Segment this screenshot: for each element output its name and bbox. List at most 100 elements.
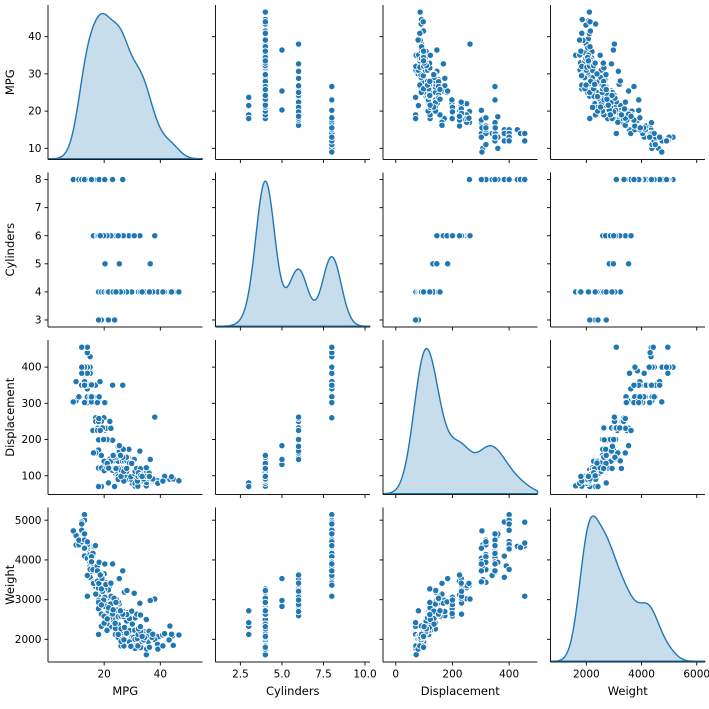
scatter-point <box>656 133 664 141</box>
scatter-point <box>328 124 336 132</box>
scatter-point <box>136 611 145 619</box>
scatter-point <box>505 545 513 553</box>
scatter-point <box>294 596 303 604</box>
scatter-point <box>577 288 585 296</box>
scatter-point <box>596 103 605 111</box>
tick-marks <box>379 179 510 331</box>
svg-text:200: 200 <box>21 434 41 446</box>
svg-text:10: 10 <box>28 143 41 155</box>
tick-marks <box>212 519 366 666</box>
scatter-point <box>466 40 474 48</box>
scatter-point <box>167 288 176 296</box>
scatter-point <box>617 111 626 119</box>
scatter-point <box>115 260 124 268</box>
scatter-point <box>609 46 618 54</box>
scatter-point <box>593 459 601 467</box>
scatter-point <box>107 579 115 587</box>
scatter-point <box>457 587 466 595</box>
scatter-point <box>611 453 619 461</box>
scatter-point <box>602 85 610 94</box>
kde-curve <box>214 180 371 327</box>
panel-cylinders-vs-displacement <box>379 172 538 331</box>
svg-text:7: 7 <box>35 202 42 214</box>
scatter-point <box>114 232 122 240</box>
scatter-point <box>106 417 114 426</box>
svg-text:7.5: 7.5 <box>315 669 332 681</box>
scatter-point <box>245 114 253 123</box>
scatter-point <box>500 552 508 560</box>
scatter-point <box>146 260 154 268</box>
scatter-point <box>477 560 486 568</box>
scatter-point <box>466 595 474 603</box>
kde-curve <box>549 515 706 662</box>
svg-text:2000: 2000 <box>573 669 600 681</box>
x-tick-labels: 0 200 400 <box>392 669 519 681</box>
scatter-point <box>145 472 154 481</box>
scatter-point <box>119 567 127 575</box>
scatter-point <box>426 585 434 593</box>
svg-text:100: 100 <box>21 470 41 482</box>
scatter-point <box>78 363 86 371</box>
scatter-point <box>294 74 303 82</box>
scatter-point <box>662 175 671 184</box>
scatter-point <box>261 18 269 26</box>
scatter-point <box>645 363 653 371</box>
scatter-point <box>586 114 594 123</box>
scatter-point <box>656 381 664 389</box>
scatter-point <box>477 578 486 586</box>
scatter-point <box>650 393 658 401</box>
scatter-point <box>426 288 434 296</box>
tick-marks <box>44 366 161 498</box>
scatter-point <box>328 381 336 389</box>
scatter-point <box>96 232 104 240</box>
scatter-point <box>245 93 253 101</box>
scatter-points <box>69 343 183 491</box>
scatter-point <box>621 414 629 423</box>
svg-text:40: 40 <box>154 669 167 681</box>
scatter-point <box>294 442 303 451</box>
scatter-point <box>609 260 618 268</box>
y-axis-label: Weight <box>3 564 17 605</box>
y-tick-labels: 10 20 30 40 <box>28 31 41 155</box>
scatter-point <box>491 567 499 575</box>
tick-marks <box>547 366 698 498</box>
spines <box>382 172 538 328</box>
scatter-point <box>478 148 486 156</box>
scatter-point <box>175 477 183 485</box>
scatter-point <box>577 72 586 80</box>
scatter-point <box>433 46 441 54</box>
scatter-point <box>105 464 113 472</box>
scatter-point <box>610 413 619 421</box>
scatter-point <box>599 464 608 473</box>
scatter-point <box>436 95 444 103</box>
scatter-point <box>151 232 159 240</box>
panel-cylinders-vs-mpg: 3 4 5 6 7 8 Cylinders <box>3 172 203 331</box>
scatter-point <box>430 620 438 628</box>
scatter-point <box>294 607 303 616</box>
scatter-point <box>647 381 656 389</box>
scatter-point <box>294 40 303 48</box>
scatter-point <box>604 101 612 109</box>
scatter-point <box>159 642 167 650</box>
scatter-point <box>411 93 420 101</box>
x-tick-labels: 2.5 5.0 7.5 10.0 <box>232 669 377 681</box>
spines <box>550 5 705 160</box>
scatter-point <box>620 175 628 184</box>
spines <box>382 5 538 160</box>
scatter-point <box>83 571 91 580</box>
spines <box>215 340 370 495</box>
scatter-point <box>104 316 113 324</box>
scatter-point <box>457 610 466 618</box>
scatter-point <box>328 567 336 575</box>
scatter-point <box>419 643 428 651</box>
scatter-point <box>142 464 150 472</box>
scatter-point <box>426 610 434 619</box>
scatter-point <box>627 232 635 240</box>
scatter-point <box>96 571 104 579</box>
scatter-point <box>261 8 269 16</box>
scatter-point <box>586 316 594 324</box>
scatter-point <box>146 455 154 464</box>
scatter-point <box>621 449 629 457</box>
scatter-point <box>603 95 611 103</box>
scatter-point <box>590 80 599 88</box>
